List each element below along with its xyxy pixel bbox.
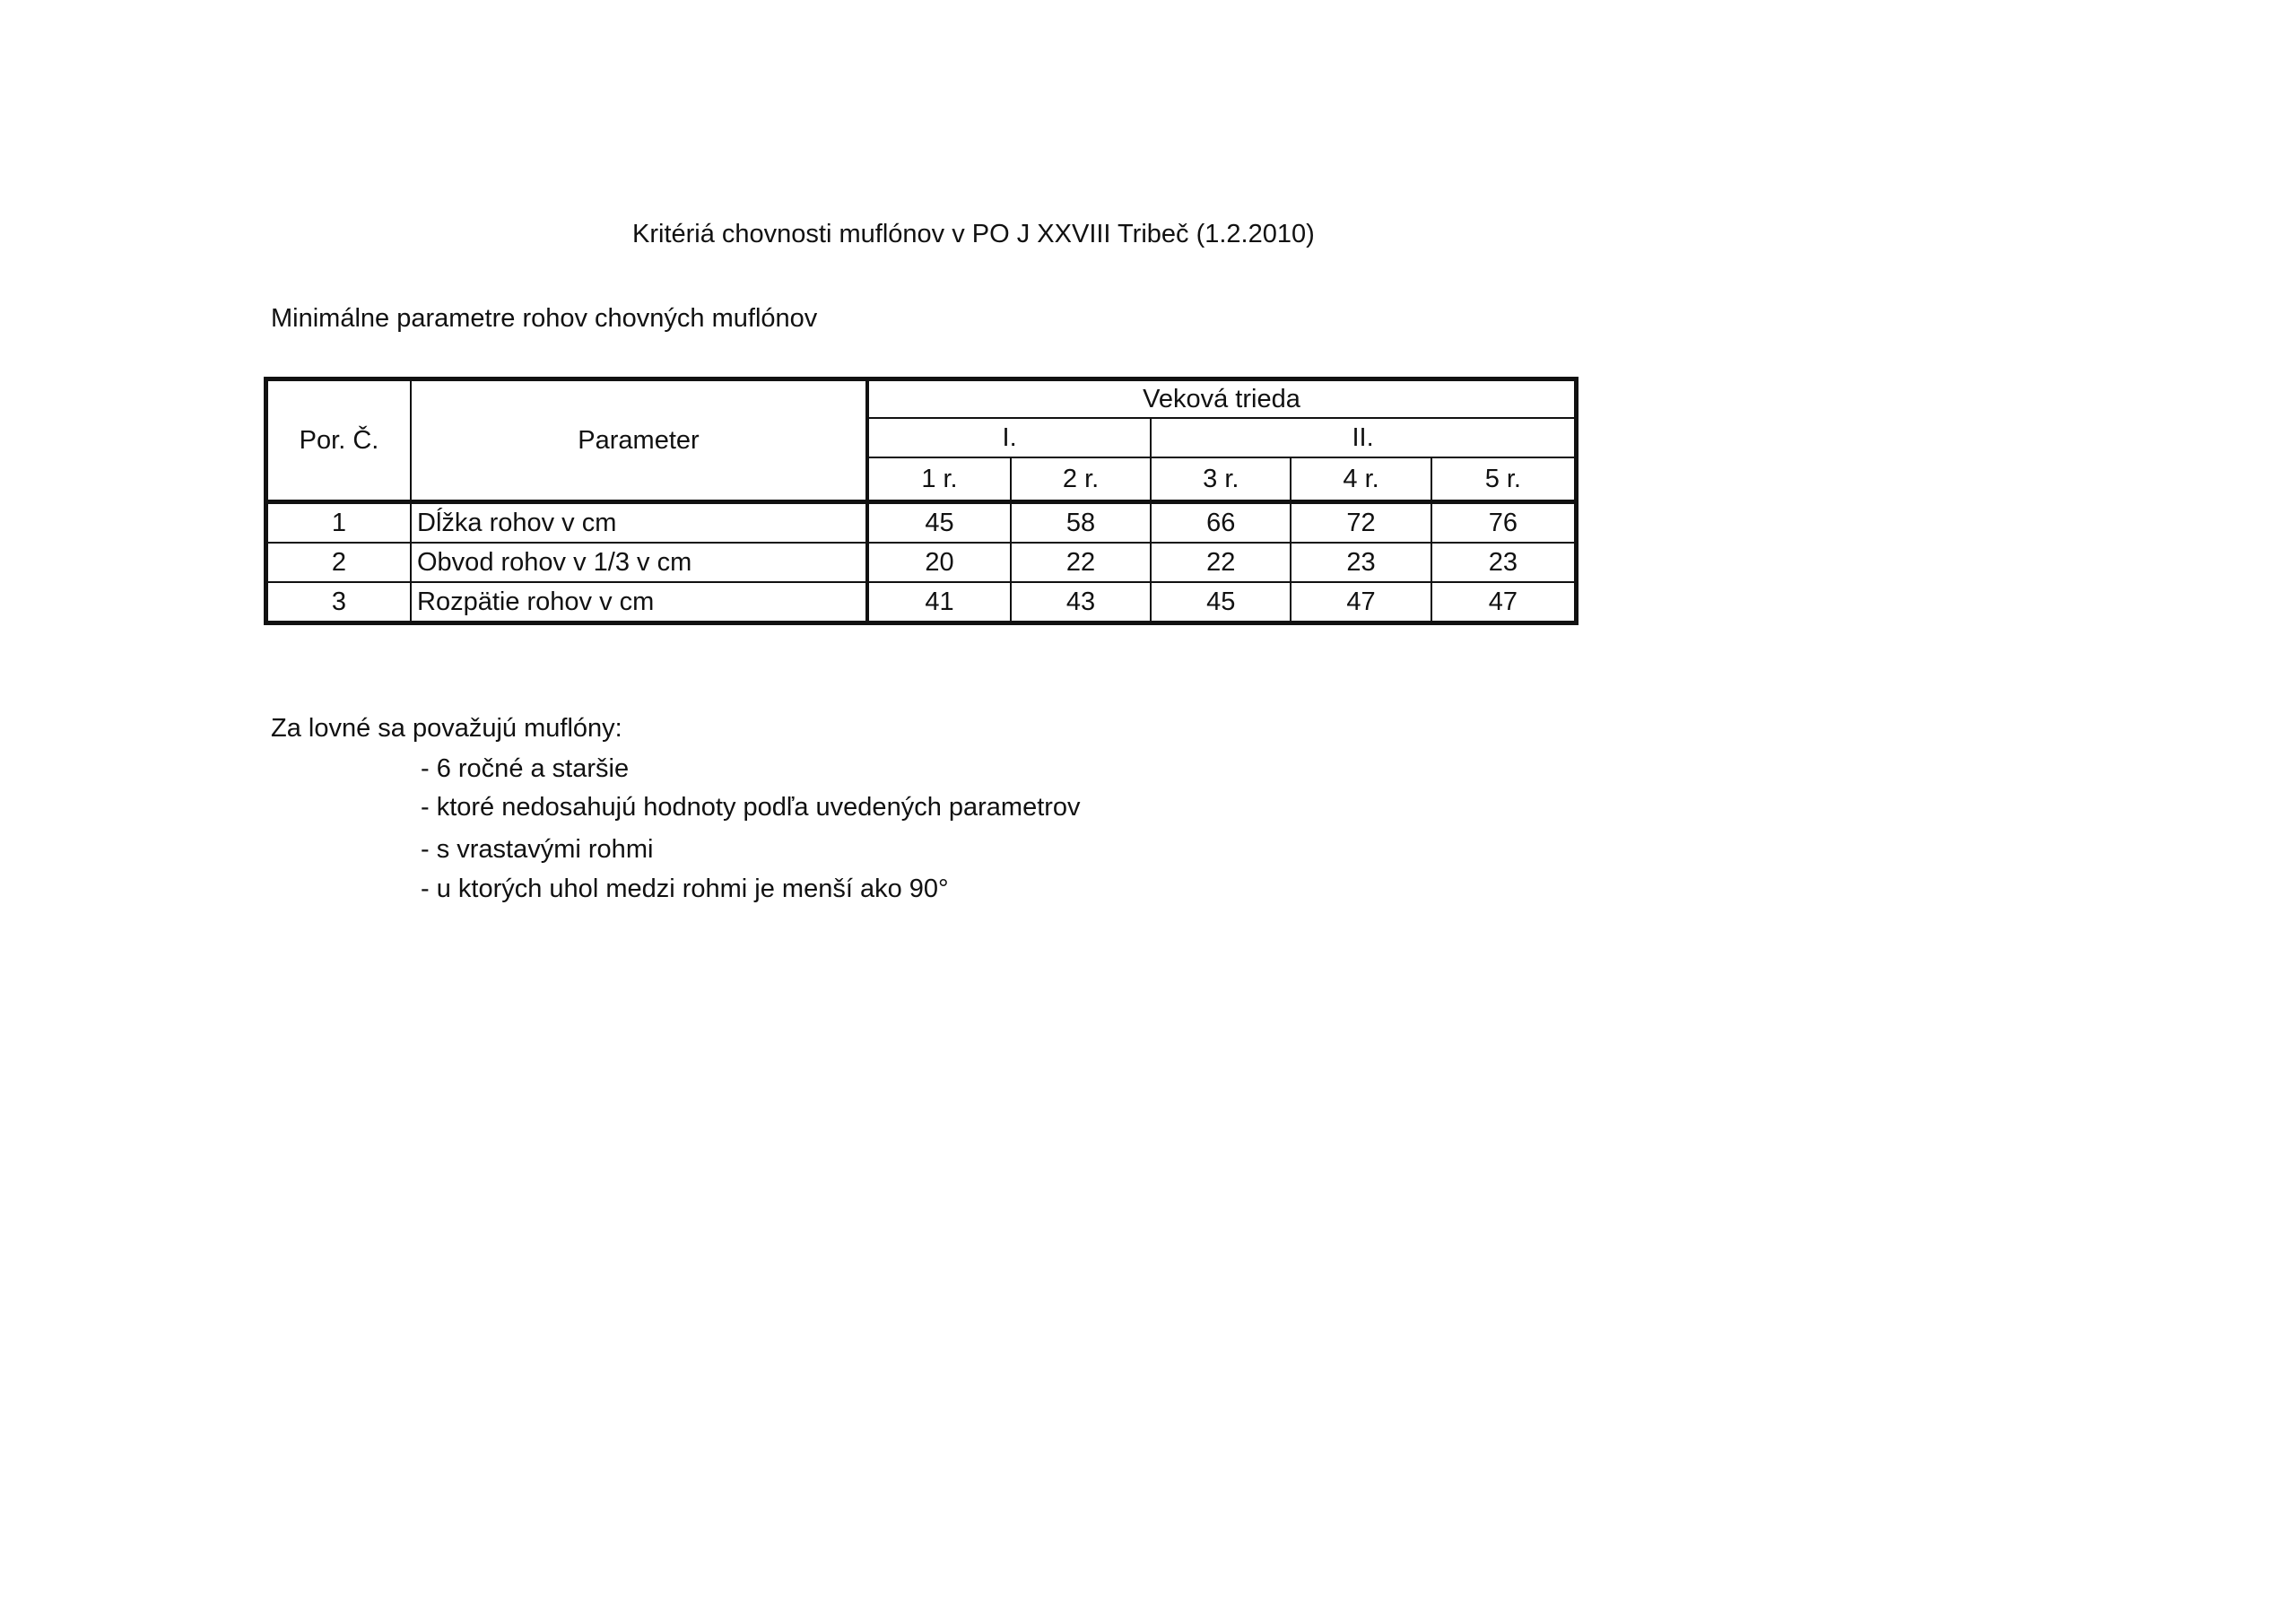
cell-value: 47 [1290,581,1432,624]
cell-value: 20 [865,542,1012,583]
row-parameter: Obvod rohov v 1/3 v cm [410,542,868,583]
notes-item: - 6 ročné a staršie [421,754,630,783]
row-parameter: Dĺžka rohov v cm [410,500,868,544]
table-caption: Minimálne parametre rohov chovných mufló… [271,304,818,333]
cell-value: 66 [1150,500,1292,544]
cell-value: 22 [1150,542,1292,583]
cell-value: 76 [1430,500,1578,544]
header-year: 2 r. [1009,457,1152,503]
cell-value: 23 [1290,542,1432,583]
notes-intro: Za lovné sa považujú muflóny: [271,714,622,743]
header-parameter: Parameter [410,378,868,503]
notes-item: - u ktorých uhol medzi rohmi je menší ak… [421,875,949,903]
document-title: Kritériá chovnosti muflónov v PO J XXVII… [632,220,1315,248]
notes-item: - s vrastavými rohmi [421,835,654,864]
row-number: 3 [265,581,412,624]
cell-value: 43 [1009,581,1152,624]
header-class-2: II. [1150,417,1578,458]
criteria-table: Por. Č. Parameter Veková trieda I. II. 1… [264,377,1578,625]
cell-value: 72 [1290,500,1432,544]
header-class-1: I. [865,417,1152,458]
header-year: 1 r. [865,457,1012,503]
header-por: Por. Č. [265,378,412,503]
row-number: 2 [265,542,412,583]
cell-value: 47 [1430,581,1578,624]
table-row: 3 Rozpätie rohov v cm 41 43 45 47 47 [265,581,1578,624]
table-row: 1 Dĺžka rohov v cm 45 58 66 72 76 [265,500,1578,544]
cell-value: 22 [1009,542,1152,583]
header-age-class: Veková trieda [865,378,1578,419]
header-year: 4 r. [1290,457,1432,503]
cell-value: 41 [865,581,1012,624]
cell-value: 58 [1009,500,1152,544]
header-year: 5 r. [1430,457,1578,503]
notes-item: - ktoré nedosahujú hodnoty podľa uvedený… [421,793,1081,822]
row-number: 1 [265,500,412,544]
table-row: 2 Obvod rohov v 1/3 v cm 20 22 22 23 23 [265,542,1578,583]
header-year: 3 r. [1150,457,1292,503]
cell-value: 45 [865,500,1012,544]
cell-value: 45 [1150,581,1292,624]
row-parameter: Rozpätie rohov v cm [410,581,868,624]
cell-value: 23 [1430,542,1578,583]
